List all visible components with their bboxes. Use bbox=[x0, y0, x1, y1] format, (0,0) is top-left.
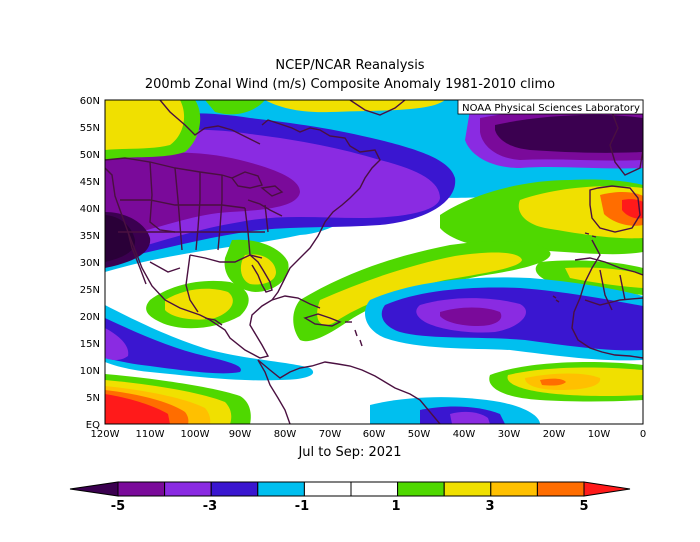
lon-label: 70W bbox=[319, 429, 342, 440]
lon-label: 100W bbox=[181, 429, 210, 440]
colorbar: -5 -3 -1 1 3 5 bbox=[69, 481, 631, 514]
colorbar-tick: -3 bbox=[203, 499, 217, 514]
map-frame bbox=[104, 99, 644, 425]
lat-label: 60N bbox=[80, 96, 100, 107]
colorbar-tick: 5 bbox=[579, 499, 588, 514]
colorbar-right-arrow bbox=[583, 481, 631, 497]
colorbar-tick: -5 bbox=[111, 499, 125, 514]
anomaly-field bbox=[105, 100, 643, 424]
lat-label: 30N bbox=[80, 258, 100, 269]
colorbar-boxes bbox=[117, 481, 585, 497]
longitude-labels: 120W 110W 100W 90W 80W 70W 60W 50W 40W 3… bbox=[91, 429, 647, 440]
lon-label: 50W bbox=[408, 429, 431, 440]
lon-label: 120W bbox=[91, 429, 120, 440]
latitude-labels: 60N 55N 50N 45N 40N 35N 30N 25N 20N 15N … bbox=[80, 96, 100, 431]
lat-label: 40N bbox=[80, 204, 100, 215]
colorbar-box bbox=[303, 481, 352, 497]
lat-label: 45N bbox=[80, 177, 100, 188]
lon-label: 0 bbox=[640, 429, 646, 440]
lon-label: 60W bbox=[363, 429, 386, 440]
lat-label: 15N bbox=[80, 339, 100, 350]
colorbar-box bbox=[210, 481, 259, 497]
lat-label: 25N bbox=[80, 285, 100, 296]
lat-label: 10N bbox=[80, 366, 100, 377]
colorbar-tick: 3 bbox=[485, 499, 494, 514]
lat-label: 55N bbox=[80, 123, 100, 134]
colorbar-tick: 1 bbox=[391, 499, 400, 514]
lon-label: 30W bbox=[498, 429, 521, 440]
lon-label: 20W bbox=[543, 429, 566, 440]
lat-label: 5N bbox=[86, 393, 100, 404]
lon-label: 110W bbox=[136, 429, 165, 440]
colorbar-left-arrow bbox=[69, 481, 119, 497]
lon-label: 80W bbox=[274, 429, 297, 440]
colorbar-tick: -1 bbox=[295, 499, 309, 514]
coastlines bbox=[105, 100, 643, 424]
period-label: Jul to Sep: 2021 bbox=[298, 445, 402, 460]
map-subtitle: 200mb Zonal Wind (m/s) Composite Anomaly… bbox=[144, 77, 556, 92]
lat-label: EQ bbox=[86, 420, 100, 431]
lat-label: 50N bbox=[80, 150, 100, 161]
colorbar-box bbox=[536, 481, 585, 497]
lon-label: 90W bbox=[229, 429, 252, 440]
colorbar-box bbox=[443, 481, 492, 497]
lon-label: 40W bbox=[453, 429, 476, 440]
colorbar-tick-labels: -5 -3 -1 1 3 5 bbox=[111, 499, 589, 514]
lat-label: 35N bbox=[80, 231, 100, 242]
colorbar-box bbox=[490, 481, 538, 497]
colorbar-box bbox=[117, 481, 166, 497]
colorbar-box bbox=[397, 481, 445, 497]
colorbar-box bbox=[350, 481, 399, 497]
map-title: NCEP/NCAR Reanalysis bbox=[275, 58, 425, 73]
lon-label: 10W bbox=[588, 429, 611, 440]
lat-label: 20N bbox=[80, 312, 100, 323]
credit-box bbox=[457, 99, 644, 115]
colorbar-box bbox=[164, 481, 212, 497]
credit-label: NOAA Physical Sciences Laboratory bbox=[462, 103, 640, 114]
colorbar-box bbox=[257, 481, 305, 497]
